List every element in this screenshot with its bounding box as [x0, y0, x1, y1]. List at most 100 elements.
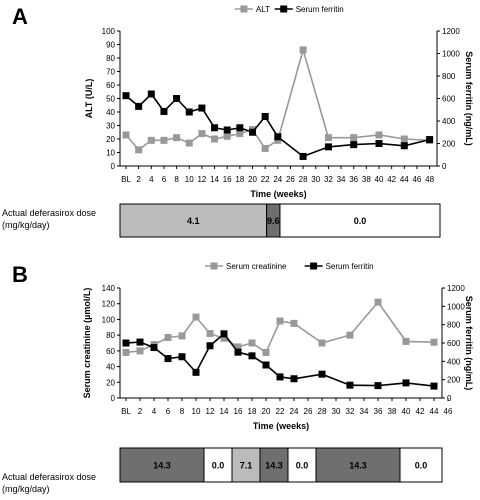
- right-tick-label: 200: [447, 376, 461, 385]
- data-point: [206, 342, 214, 350]
- data-point: [248, 339, 256, 347]
- data-point: [211, 135, 219, 143]
- x-tick-label: 10: [185, 175, 194, 184]
- series-serum-creatinine: [122, 298, 438, 356]
- right-tick-label: 1200: [442, 27, 460, 36]
- data-point: [234, 348, 242, 356]
- data-point: [185, 139, 193, 147]
- left-tick-label: 60: [106, 81, 115, 90]
- dose-label: (mg/kg/day): [2, 484, 50, 494]
- data-point: [261, 144, 269, 152]
- series-line: [125, 92, 430, 158]
- data-point: [223, 132, 231, 140]
- dose-value: 9.6: [267, 216, 280, 226]
- x-tick-label: 30: [332, 407, 341, 416]
- panel-b: B 0 20 40 60 80 100 120 140 0 200 400 600 800 1000 1200…: [2, 262, 474, 494]
- x-tick-label: 18: [248, 407, 257, 416]
- data-point: [234, 343, 242, 351]
- dose-segment: [203, 447, 233, 483]
- x-tick-label: 42: [387, 175, 396, 184]
- panel-letter: B: [12, 262, 28, 287]
- data-point: [135, 102, 143, 110]
- data-point: [147, 90, 155, 98]
- data-point: [261, 113, 269, 120]
- x-tick-label: 46: [412, 175, 421, 184]
- data-point: [375, 140, 383, 147]
- dose-value: 0.0: [296, 461, 309, 471]
- data-point: [375, 131, 383, 139]
- series-alt: [122, 46, 434, 154]
- data-point: [150, 344, 158, 352]
- left-tick-label: 0: [111, 162, 116, 171]
- data-point: [350, 141, 358, 149]
- data-point: [374, 298, 382, 306]
- x-tick-label: 34: [337, 175, 346, 184]
- data-point: [220, 334, 228, 342]
- x-tick-label: 26: [286, 175, 295, 184]
- x-tick-label: 10: [192, 407, 201, 416]
- x-tick-label: 22: [276, 407, 285, 416]
- right-tick-label: 1000: [442, 50, 460, 59]
- dose-label: Actual deferasirox dose: [2, 472, 96, 482]
- data-point: [185, 108, 193, 116]
- data-point: [122, 131, 130, 139]
- x-tick-label: 30: [311, 175, 320, 184]
- dose-segment: [399, 447, 443, 483]
- legend-entry: Serum creatinine: [226, 262, 287, 271]
- left-tick-label: 90: [106, 41, 115, 50]
- data-point: [206, 330, 214, 338]
- data-point: [430, 338, 438, 346]
- legend: Serum creatinine Serum ferritin: [205, 262, 374, 271]
- left-tick-label: 20: [106, 378, 115, 387]
- dose-label: (mg/kg/day): [2, 220, 50, 230]
- x-tick-label: 20: [248, 175, 257, 184]
- data-point: [178, 353, 186, 361]
- dose-segment: [279, 203, 441, 238]
- data-point: [262, 361, 270, 369]
- data-point: [122, 348, 130, 356]
- x-axis-label: Time (weeks): [253, 421, 309, 431]
- x-tick-label: 38: [388, 407, 397, 416]
- data-point: [164, 334, 172, 341]
- x-tick-label: 44: [430, 407, 439, 416]
- data-point: [402, 379, 410, 387]
- dose-value: 14.3: [153, 461, 171, 471]
- data-point: [346, 381, 354, 389]
- x-tick-label: 14: [210, 175, 219, 184]
- right-tick-label: 400: [442, 117, 456, 126]
- data-point: [299, 46, 307, 54]
- dose-bar: Actual deferasirox dose (mg/kg/day) 4.1 9.6…: [2, 203, 441, 238]
- x-tick-label: 32: [346, 407, 355, 416]
- x-tick-label: 4: [152, 407, 157, 416]
- x-tick-label: 12: [206, 407, 215, 416]
- x-tick-label: 4: [149, 175, 154, 184]
- dose-segment: [287, 447, 317, 483]
- right-tick-label: 200: [442, 140, 456, 149]
- data-point: [430, 382, 438, 390]
- data-point: [147, 136, 155, 144]
- dose-value: 7.1: [240, 461, 253, 471]
- data-point: [290, 375, 298, 383]
- x-tick-label: 40: [375, 175, 384, 184]
- x-tick-label: 24: [290, 407, 299, 416]
- x-tick-label: 26: [304, 407, 313, 416]
- data-point: [276, 317, 284, 325]
- legend-entry: Serum ferritin: [326, 262, 374, 271]
- data-point: [136, 338, 144, 346]
- dose-segment: [119, 447, 205, 483]
- left-tick-label: 80: [106, 331, 115, 340]
- data-point: [290, 319, 298, 327]
- series-line: [125, 300, 435, 354]
- data-point: [350, 134, 358, 142]
- data-point: [299, 152, 307, 160]
- right-tick-label: 0: [442, 162, 447, 171]
- x-tick-label: 36: [349, 175, 358, 184]
- x-tick-label: 6: [162, 175, 167, 184]
- x-tick-label: 16: [223, 175, 232, 184]
- x-tick-label: 2: [138, 407, 143, 416]
- data-point: [346, 331, 354, 339]
- series-serum-ferritin: [122, 330, 438, 390]
- dose-segment: [315, 447, 401, 483]
- x-tick-label: 20: [262, 407, 271, 416]
